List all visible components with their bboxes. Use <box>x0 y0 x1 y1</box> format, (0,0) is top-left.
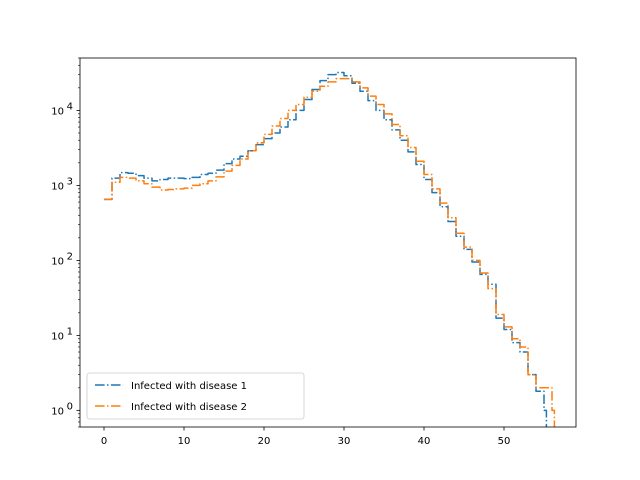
y-tick-exponent: 2 <box>67 251 73 262</box>
series-line-2 <box>104 77 556 427</box>
x-tick-label: 40 <box>418 436 431 447</box>
x-tick-label: 10 <box>178 436 191 447</box>
series-line-1 <box>104 71 548 427</box>
x-tick-label: 20 <box>258 436 271 447</box>
legend-label-1: Infected with disease 1 <box>131 381 247 392</box>
y-tick-exponent: 3 <box>67 176 73 187</box>
series-layer <box>104 71 556 427</box>
legend: Infected with disease 1 Infected with dis… <box>86 372 305 420</box>
y-tick-label: 10 <box>51 256 64 267</box>
legend-label-2: Infected with disease 2 <box>131 402 247 413</box>
y-tick-exponent: 0 <box>67 401 73 412</box>
x-tick-label: 30 <box>338 436 351 447</box>
x-tick-label: 0 <box>101 436 107 447</box>
y-tick-exponent: 1 <box>67 326 73 337</box>
y-tick-label: 10 <box>51 406 64 417</box>
x-tick-label: 50 <box>498 436 511 447</box>
y-tick-label: 10 <box>51 181 64 192</box>
plot-frame <box>79 57 577 428</box>
y-tick-label: 10 <box>51 106 64 117</box>
y-tick-exponent: 4 <box>67 101 73 112</box>
legend-box <box>86 372 305 420</box>
y-tick-label: 10 <box>51 331 64 342</box>
